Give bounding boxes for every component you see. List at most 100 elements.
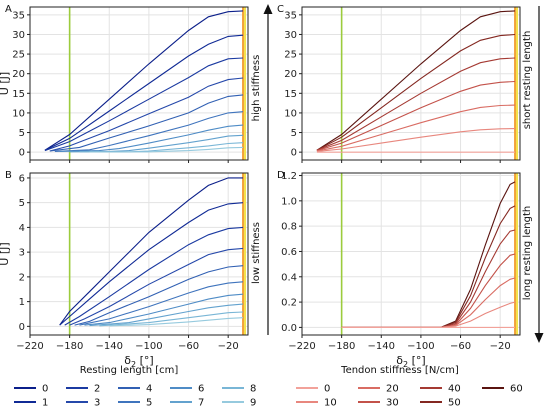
- y-tick-label: 30: [284, 30, 297, 41]
- legend-label-8: 8: [250, 384, 256, 395]
- panel-letter: C: [277, 4, 284, 15]
- y-tick-label: 0.8: [281, 222, 297, 233]
- series-line-5: [54, 111, 244, 152]
- series-line-40: [341, 229, 516, 328]
- x-axis-label: δ2 [°]: [396, 354, 425, 369]
- y-tick-label: 0: [291, 148, 297, 159]
- x-axis-label-symbol: δ: [124, 354, 131, 367]
- y-tick-label: 1.2: [281, 171, 297, 182]
- y-tick-label: 0.4: [281, 272, 297, 283]
- x-tick-label: −140: [368, 341, 395, 352]
- series-line-0: [59, 177, 243, 326]
- legend-label-40: 40: [448, 384, 461, 395]
- legend-label-4: 4: [146, 384, 152, 395]
- legend-label-5: 5: [146, 398, 152, 409]
- series-line-10: [316, 128, 516, 152]
- series-line-50: [316, 33, 516, 151]
- resting-length-arrow: [534, 6, 544, 343]
- y-tick-label: 0: [19, 148, 25, 159]
- legend-label-1: 1: [42, 398, 48, 409]
- series-line-2: [44, 57, 244, 152]
- series-line-2: [64, 226, 244, 326]
- x-axis-label-subscript: 2: [131, 360, 136, 369]
- series-line-60: [316, 10, 516, 151]
- series-line-6: [59, 124, 244, 152]
- y-tick-label: 5: [291, 128, 297, 139]
- y-axis-label: U [J]: [0, 72, 11, 95]
- x-axis-label-unit: [°]: [136, 354, 154, 367]
- panel-frame: [301, 6, 521, 161]
- y-tick-label: 20: [284, 69, 297, 80]
- series-line-0: [44, 10, 244, 151]
- legend-label-0: 0: [42, 384, 48, 395]
- y-tick-label: 0.0: [281, 323, 297, 334]
- panel-letter: A: [5, 4, 12, 15]
- panel-d: 0.0 0.2 0.4 0.6 0.8 1.0 1.2 −220 −180 −140 −100 −60…: [277, 170, 521, 369]
- series-line-40: [316, 57, 516, 151]
- series-group: [44, 10, 244, 153]
- legend-label-60: 60: [510, 384, 523, 395]
- panel-letter: D: [277, 170, 285, 181]
- legend-label-0: 0: [324, 384, 330, 395]
- y-tick-label: 10: [284, 108, 297, 119]
- series-line-9: [89, 146, 244, 153]
- x-tick-label: −220: [16, 341, 43, 352]
- legend-label-6: 6: [198, 384, 204, 395]
- y-tick-label: 15: [284, 89, 297, 100]
- series-line-10: [341, 301, 516, 328]
- y-tick-label: 2: [19, 272, 25, 283]
- panel-frame: [301, 172, 521, 336]
- y-tick-label: 4: [19, 223, 25, 234]
- right-legend: 0 10 20 30 40 50 60: [296, 384, 523, 409]
- series-line-30: [316, 80, 516, 152]
- y-tick-label: 30: [12, 30, 25, 41]
- series-line-7: [89, 303, 244, 327]
- legend-label-20: 20: [386, 384, 399, 395]
- left-legend: 0 1 2 3 4 5 6 7 8 9: [14, 384, 256, 409]
- x-axis-label-subscript: 2: [403, 360, 408, 369]
- short-resting-length-label: short resting length: [522, 31, 533, 130]
- x-tick-label: −20: [490, 341, 511, 352]
- chart-panels: 05101520253035AU [J]0123456−220−180−140−…: [0, 4, 521, 369]
- series-line-60: [341, 181, 516, 328]
- series-line-50: [341, 205, 516, 328]
- series-line-7: [69, 134, 244, 153]
- x-tick-label: −100: [407, 341, 434, 352]
- panel-frame: [29, 172, 249, 336]
- y-tick-label: 15: [12, 89, 25, 100]
- series-group: [59, 177, 244, 327]
- legend-label-50: 50: [448, 398, 461, 409]
- x-tick-label: −60: [178, 341, 199, 352]
- y-tick-label: 25: [284, 50, 297, 61]
- series-line-9: [109, 317, 244, 327]
- series-line-3: [49, 77, 244, 152]
- legend-label-2: 2: [94, 384, 100, 395]
- legend-label-10: 10: [324, 398, 337, 409]
- y-tick-label: 35: [284, 10, 297, 21]
- series-line-20: [341, 277, 516, 328]
- x-tick-label: −180: [56, 341, 83, 352]
- series-line-4: [49, 94, 244, 152]
- panel-c: 0 5 10 15 20 25 30 35C: [277, 4, 521, 163]
- y-tick-label: 35: [12, 10, 25, 21]
- x-axis-label: δ2 [°]: [124, 354, 153, 369]
- y-tick-label: 5: [19, 128, 25, 139]
- y-tick-label: 10: [12, 108, 25, 119]
- legend-label-9: 9: [250, 398, 256, 409]
- x-tick-label: −140: [96, 341, 123, 352]
- series-line-6: [84, 293, 244, 326]
- panel-letter: B: [5, 170, 12, 181]
- series-line-3: [69, 247, 244, 326]
- y-tick-label: 5: [19, 198, 25, 209]
- y-tick-label: 0.2: [281, 298, 297, 309]
- y-tick-label: 25: [12, 50, 25, 61]
- y-tick-label: 3: [19, 248, 25, 259]
- y-tick-label: 0: [19, 322, 25, 333]
- x-tick-label: −20: [218, 341, 239, 352]
- series-line-20: [316, 104, 516, 152]
- y-axis-label: U [J]: [0, 242, 11, 265]
- x-tick-label: −60: [450, 341, 471, 352]
- y-tick-label: 0.6: [281, 247, 297, 258]
